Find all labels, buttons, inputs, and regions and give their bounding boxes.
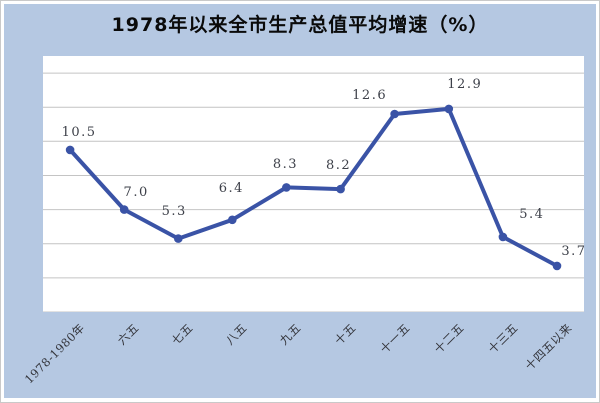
- data-point-value-label: 5.4: [519, 206, 545, 222]
- chart-title: 1978年以来全市生产总值平均增速（%）: [111, 14, 489, 36]
- data-point-marker: [552, 261, 562, 271]
- data-point-marker: [119, 205, 129, 214]
- line-chart-svg: [43, 72, 584, 312]
- data-point-marker: [336, 184, 345, 194]
- data-point-value-label: 12.9: [447, 76, 483, 92]
- growth-rate-line: [68, 106, 559, 268]
- data-point-marker: [282, 183, 291, 192]
- data-point-value-label: 10.5: [61, 124, 97, 140]
- plot-area: [43, 56, 584, 312]
- data-point-value-label: 3.7: [561, 243, 587, 259]
- data-point-marker: [444, 104, 454, 114]
- data-point-marker: [174, 234, 183, 243]
- data-point-value-label: 8.3: [272, 157, 299, 173]
- data-point-marker: [65, 145, 75, 155]
- data-point-value-label: 12.6: [352, 88, 388, 104]
- data-point-marker: [390, 109, 399, 119]
- data-point-value-label: 7.0: [123, 184, 149, 200]
- data-point-value-label: 6.4: [218, 180, 244, 196]
- data-point-value-label: 8.2: [325, 158, 352, 174]
- data-point-marker: [228, 215, 237, 225]
- data-point-value-label: 5.3: [161, 203, 187, 219]
- data-point-marker: [498, 232, 508, 242]
